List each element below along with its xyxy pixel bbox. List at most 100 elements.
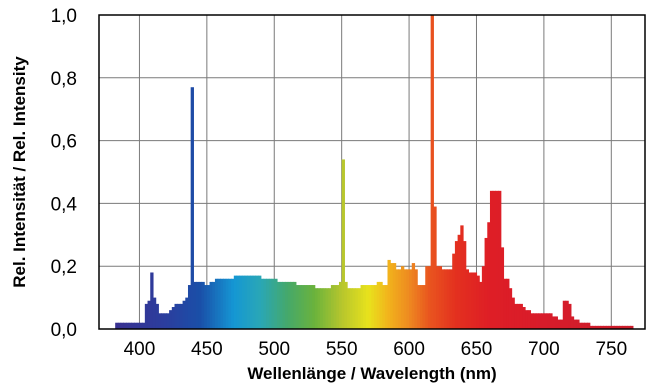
spectrum-bar (117, 322, 122, 329)
spectrum-bar (276, 281, 281, 329)
spectrum-bar (411, 263, 416, 329)
spectrum-bar (363, 285, 367, 329)
spectrum-bar (624, 325, 629, 329)
spectrum-bar (589, 325, 594, 329)
spectrum-bar (142, 322, 146, 329)
spectrum-bar (161, 313, 165, 329)
spectrum-bar (155, 303, 159, 329)
spectrum-bar (306, 285, 310, 329)
spectrum-bar (516, 303, 521, 329)
spectrum-bar (341, 159, 345, 329)
x-tick-label: 400 (124, 339, 156, 360)
spectrum-bar (430, 15, 434, 329)
spectrum-bar (347, 288, 351, 329)
spectrum-bar (568, 303, 572, 329)
spectrum-bar (322, 288, 327, 329)
spectrum-bar (427, 266, 432, 329)
spectrum-bar (525, 310, 529, 329)
spectrum-bar (298, 285, 302, 329)
spectrum-bar (600, 325, 604, 329)
spectrum-bar (433, 206, 437, 329)
spectrum-bar (390, 263, 394, 329)
spectrum-bar (581, 322, 585, 329)
spectrum-bar (398, 269, 402, 329)
spectrum-bar (239, 275, 243, 329)
spectrum-bar (309, 285, 313, 329)
spectrum-bar (177, 303, 181, 329)
spectrum-bar (530, 313, 534, 329)
spectrum-bar (511, 297, 515, 329)
spectrum-bar (419, 285, 424, 329)
spectrum-bar (355, 288, 359, 329)
spectrum-bar (611, 325, 615, 329)
spectrum-bar (452, 253, 456, 329)
spectrum-bar (190, 87, 194, 329)
spectrum-bar (503, 278, 507, 329)
spectrum-bar (201, 281, 205, 329)
spectrum-bar (244, 275, 248, 329)
spectrum-bar (441, 269, 445, 329)
spectrum-bar (471, 272, 475, 329)
spectrum-bar (627, 325, 631, 329)
spectrum-bar (400, 266, 405, 329)
x-tick-label: 450 (191, 339, 223, 360)
spectrum-bar (479, 281, 483, 329)
spectrum-bar (212, 281, 216, 329)
spectrum-bar (317, 288, 321, 329)
spectrum-bar (179, 303, 184, 329)
spectrum-bar (209, 281, 213, 329)
spectrum-bar (223, 278, 227, 329)
spectrum-bar (438, 266, 443, 329)
spectrum-bar (217, 278, 221, 329)
spectrum-bar (371, 285, 375, 329)
spectrum-bar (144, 303, 149, 329)
spectrum-bar (465, 269, 469, 329)
spectrum-bar (562, 300, 567, 329)
y-axis-title: Rel. Intensität / Rel. Intensity (10, 56, 29, 288)
spectrum-bar (128, 322, 132, 329)
spectrum-bar (444, 269, 448, 329)
spectrum-bar (616, 325, 620, 329)
spectrum-bar (368, 285, 372, 329)
spectrum-bar (446, 269, 451, 329)
spectrum-bar (255, 275, 259, 329)
spectrum-bar (457, 234, 461, 329)
spectrum-bar (150, 272, 154, 329)
x-tick-label: 500 (258, 339, 290, 360)
spectrum-bar (387, 259, 391, 329)
spectrum-bar (500, 247, 505, 329)
spectrum-bar (252, 275, 256, 329)
spectrum-bar (174, 303, 178, 329)
x-tick-label: 650 (461, 339, 493, 360)
spectrum-bar (260, 278, 265, 329)
spectrum-bar (136, 322, 141, 329)
x-tick-label: 750 (595, 339, 627, 360)
spectrum-bar (336, 285, 340, 329)
spectrum-bar (508, 288, 513, 329)
spectrum-bar (187, 285, 192, 329)
spectrum-bar (476, 275, 480, 329)
spectrum-bar (454, 241, 459, 329)
spectrum-bar (522, 307, 526, 329)
spectrum-bar (541, 313, 545, 329)
spectrum-bar (592, 325, 596, 329)
spectrum-bar (263, 278, 267, 329)
spectrum-bar (492, 190, 496, 329)
x-tick-labels: 400 450 500 550 600 650 700 750 (124, 339, 628, 360)
spectrum-bar (468, 272, 472, 329)
spectrum-bar (120, 322, 124, 329)
spectrum-bar (414, 269, 418, 329)
spectrum-bar (233, 275, 238, 329)
spectrum-bar (578, 322, 583, 329)
spectrum-bar (303, 285, 308, 329)
spectrum-bar (295, 285, 300, 329)
spectrum-bar (422, 285, 426, 329)
spectrum-bar (241, 275, 246, 329)
spectrum-bar (301, 285, 305, 329)
x-axis-title: Wellenlänge / Wavelength (nm) (247, 364, 496, 383)
spectrum-bar (543, 313, 548, 329)
spectrum-bar (449, 269, 453, 329)
spectrum-bar (325, 288, 329, 329)
spectrum-bar (406, 269, 410, 329)
spectrum-bar (271, 278, 275, 329)
